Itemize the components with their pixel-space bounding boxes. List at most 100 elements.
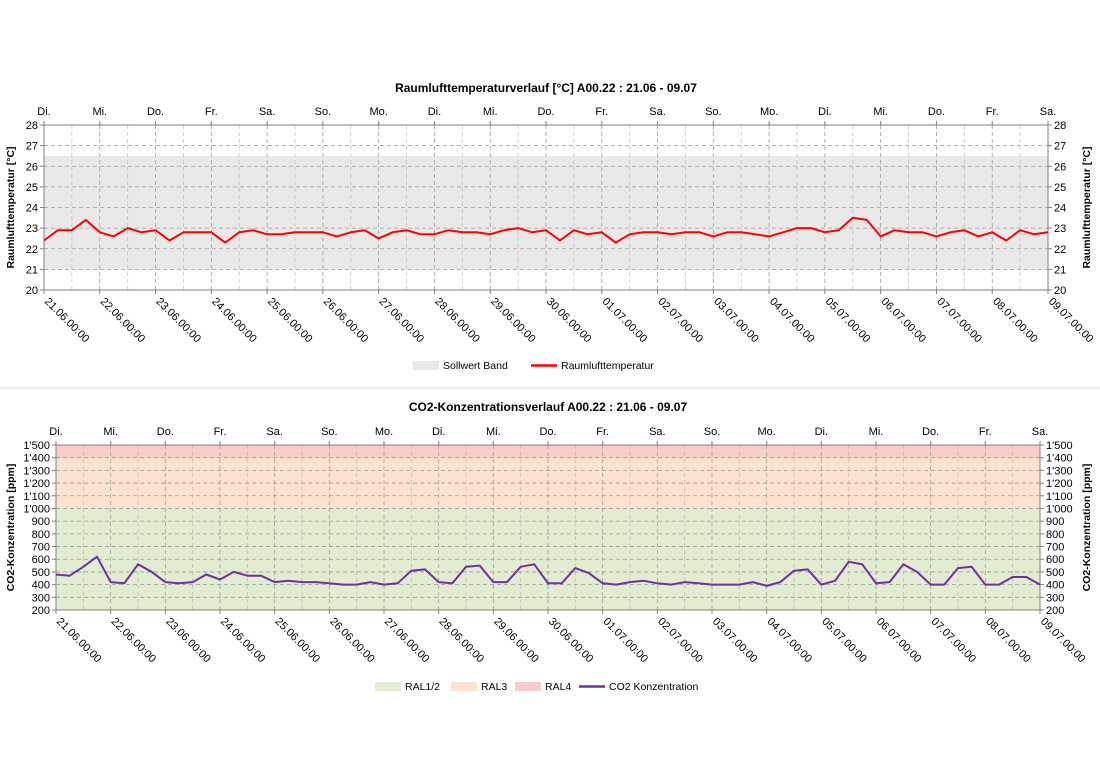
- chart1-weekday-label: So.: [705, 106, 722, 118]
- chart1-weekday-label: Do.: [147, 106, 164, 118]
- chart2-y-tick-label-right: 700: [1046, 542, 1064, 554]
- chart1-x-tick-label: 05.07.00:00: [823, 296, 873, 346]
- chart1-legend-label: Raumlufttemperatur: [561, 360, 654, 372]
- chart1-weekday-label: Do.: [928, 106, 945, 118]
- chart2-weekday-label: Mi.: [869, 426, 884, 438]
- chart1-y-tick-label-right: 26: [1054, 161, 1066, 173]
- chart2-y-tick-label-right: 1'000: [1046, 503, 1073, 515]
- chart2-y-tick-label-left: 300: [32, 592, 50, 604]
- chart2-x-tick-label: 07.07.00:00: [929, 616, 979, 666]
- chart1-x-tick-label: 03.07.00:00: [711, 296, 761, 346]
- chart1-weekday-label: Mi.: [873, 106, 888, 118]
- chart2-weekday-label: Di.: [49, 426, 62, 438]
- chart1-weekday-label: Mi.: [92, 106, 107, 118]
- chart2-y-tick-label-left: 700: [32, 542, 50, 554]
- chart2-x-tick-label: 02.07.00:00: [655, 616, 705, 666]
- chart2-y-tick-label-right: 300: [1046, 592, 1064, 604]
- chart1-x-tick-label: 07.07.00:00: [934, 296, 984, 346]
- chart1-y-tick-label-right: 27: [1054, 141, 1066, 153]
- chart1-legend-swatch: [413, 361, 439, 370]
- chart2-x-tick-label: 28.06.00:00: [437, 616, 487, 666]
- chart1-x-tick-label: 26.06.00:00: [321, 296, 371, 346]
- chart1-y-tick-label-left: 24: [26, 203, 38, 215]
- chart1-y-tick-label-left: 26: [26, 161, 38, 173]
- chart2-y-tick-label-left: 1'000: [23, 503, 50, 515]
- chart1-y-tick-label-left: 23: [26, 223, 38, 235]
- chart2-y-tick-label-left: 1'300: [23, 465, 50, 477]
- chart2-y-tick-label-left: 1'500: [23, 440, 50, 452]
- chart2-weekday-label: Di.: [815, 426, 828, 438]
- chart1-x-tick-label: 08.07.00:00: [990, 296, 1040, 346]
- chart1-weekday-label: Di.: [428, 106, 441, 118]
- chart1-weekday-label: Mo.: [369, 106, 387, 118]
- chart2-weekday-label: Sa.: [649, 426, 666, 438]
- chart2-weekday-label: Fr.: [979, 426, 992, 438]
- chart2-x-tick-label: 06.07.00:00: [874, 616, 924, 666]
- chart1-x-tick-label: 22.06.00:00: [98, 296, 148, 346]
- chart1-x-tick-label: 06.07.00:00: [879, 296, 929, 346]
- chart1-weekday-label: Sa.: [259, 106, 276, 118]
- chart1-weekday-label: Sa.: [1040, 106, 1057, 118]
- chart1-weekday-label: Fr.: [986, 106, 999, 118]
- chart1-title: Raumlufttemperaturverlauf [°C] A00.22 : …: [395, 81, 697, 95]
- chart1-x-tick-label: 02.07.00:00: [655, 296, 705, 346]
- chart1-y-tick-label-left: 28: [26, 120, 38, 132]
- chart2-x-tick-label: 25.06.00:00: [273, 616, 323, 666]
- chart1-y-tick-label-left: 27: [26, 141, 38, 153]
- chart2-y-tick-label-right: 400: [1046, 580, 1064, 592]
- chart2-x-tick-label: 30.06.00:00: [546, 616, 596, 666]
- chart1-x-tick-label: 01.07.00:00: [600, 296, 650, 346]
- chart1-x-tick-label: 24.06.00:00: [209, 296, 259, 346]
- chart2-y-tick-label-right: 500: [1046, 567, 1064, 579]
- chart1-weekday-label: Mi.: [483, 106, 498, 118]
- chart2-x-tick-label: 22.06.00:00: [109, 616, 159, 666]
- chart2-y-tick-label-right: 1'400: [1046, 453, 1073, 465]
- chart2-x-tick-label: 09.07.00:00: [1038, 616, 1088, 666]
- chart2-x-tick-label: 26.06.00:00: [327, 616, 377, 666]
- chart1-y-tick-label-left: 21: [26, 264, 38, 276]
- chart2-weekday-label: Sa.: [266, 426, 283, 438]
- chart1-ylabel-right: Raumlufttemperatur [°C]: [1081, 146, 1093, 268]
- chart2-x-tick-label: 27.06.00:00: [382, 616, 432, 666]
- chart2-legend-label: CO2 Konzentration: [609, 681, 698, 693]
- chart1-x-tick-label: 27.06.00:00: [377, 296, 427, 346]
- chart2-legend-label: RAL4: [545, 681, 571, 693]
- chart2-y-tick-label-left: 200: [32, 605, 50, 617]
- chart2-y-tick-label-left: 600: [32, 554, 50, 566]
- chart2-weekday-label: Fr.: [214, 426, 227, 438]
- chart2-x-tick-label: 29.06.00:00: [491, 616, 541, 666]
- chart2-y-tick-label-right: 600: [1046, 554, 1064, 566]
- chart1-x-tick-label: 09.07.00:00: [1046, 296, 1096, 346]
- chart1-y-tick-label-right: 20: [1054, 285, 1066, 297]
- chart2-x-tick-label: 01.07.00:00: [601, 616, 651, 666]
- chart1-weekday-label: Di.: [818, 106, 831, 118]
- chart2-y-tick-label-left: 900: [32, 516, 50, 528]
- chart2-x-tick-label: 05.07.00:00: [819, 616, 869, 666]
- chart2-ylabel-right: CO2-Konzentration [ppm]: [1081, 464, 1093, 592]
- chart2-y-tick-label-right: 1'300: [1046, 465, 1073, 477]
- chart1-y-tick-label-left: 22: [26, 244, 38, 256]
- chart1-weekday-label: Fr.: [595, 106, 608, 118]
- chart2-y-tick-label-right: 1'500: [1046, 440, 1073, 452]
- chart1-y-tick-label-right: 23: [1054, 223, 1066, 235]
- chart1-x-tick-label: 30.06.00:00: [544, 296, 594, 346]
- chart2-legend-swatch: [451, 682, 477, 691]
- chart2-weekday-label: Mi.: [486, 426, 501, 438]
- chart1-y-tick-label-right: 21: [1054, 264, 1066, 276]
- chart1-weekday-label: Sa.: [649, 106, 666, 118]
- chart2-weekday-label: Do.: [157, 426, 174, 438]
- chart2-y-tick-label-left: 500: [32, 567, 50, 579]
- chart2-x-tick-label: 04.07.00:00: [765, 616, 815, 666]
- chart2-y-tick-label-right: 1'100: [1046, 491, 1073, 503]
- chart1-y-tick-label-left: 25: [26, 182, 38, 194]
- chart1-x-tick-label: 29.06.00:00: [488, 296, 538, 346]
- chart2-weekday-label: Mo.: [757, 426, 775, 438]
- chart2-y-tick-label-left: 1'400: [23, 453, 50, 465]
- chart2-x-tick-label: 21.06.00:00: [54, 616, 104, 666]
- chart2-y-tick-label-left: 400: [32, 580, 50, 592]
- chart1-x-tick-label: 28.06.00:00: [432, 296, 482, 346]
- chart2-weekday-label: Mi.: [103, 426, 118, 438]
- chart2-x-tick-label: 23.06.00:00: [163, 616, 213, 666]
- chart1-x-tick-label: 21.06.00:00: [42, 296, 92, 346]
